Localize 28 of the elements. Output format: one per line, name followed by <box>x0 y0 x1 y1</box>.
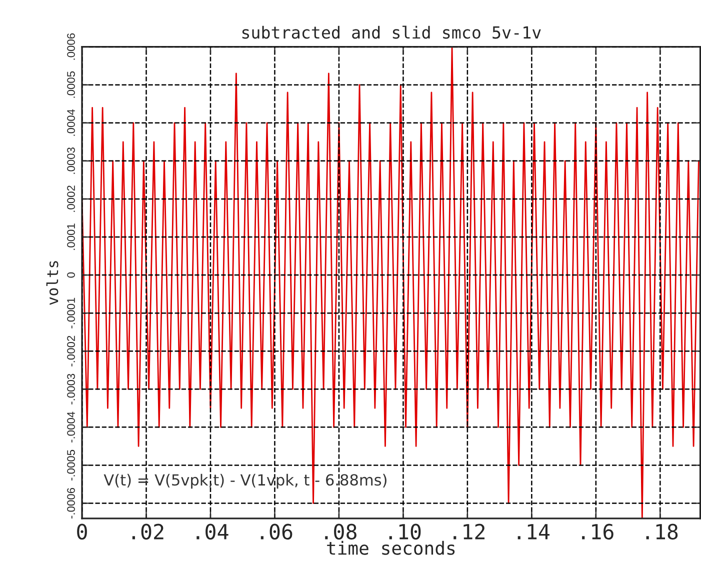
chart-title: subtracted and slid smco 5v-1v <box>242 26 541 39</box>
line-series <box>82 46 700 518</box>
x-tick-label: .02 <box>132 524 164 540</box>
y-tick-label: 0 <box>67 272 75 278</box>
x-tick-label: .12 <box>454 524 484 540</box>
y-tick-label: .0003 <box>67 148 75 174</box>
y-tick-label: .0004 <box>67 109 75 136</box>
annotation: V(t) = V(5vpk,t) - V(1vpk, t - 6.88ms) <box>104 474 386 489</box>
x-tick-label: .06 <box>260 524 292 540</box>
y-tick-label: -.0005 <box>67 450 75 480</box>
x-tick-label: .16 <box>582 524 614 540</box>
y-axis-title: volts <box>46 261 58 305</box>
y-tick-label: -.0006 <box>67 488 75 519</box>
y-tick-label: .0001 <box>67 224 75 250</box>
y-tick-label: -.0002 <box>67 336 75 366</box>
x-tick-label: .08 <box>325 524 356 540</box>
x-axis-title: time seconds <box>327 540 455 555</box>
y-tick-label: -.0004 <box>67 412 75 442</box>
x-tick-label: .18 <box>646 524 678 540</box>
y-tick-label: .0005 <box>67 71 75 98</box>
x-tick-label: .10 <box>389 524 421 540</box>
y-tick-label: -.0003 <box>67 374 75 404</box>
x-tick-label: 0 <box>77 524 87 540</box>
y-tick-label: .0002 <box>67 186 75 212</box>
x-tick-label: .14 <box>518 524 550 540</box>
y-tick-label: .0006 <box>67 33 75 60</box>
y-tick-label: -.0001 <box>67 298 75 328</box>
x-tick-label: .04 <box>196 524 228 540</box>
